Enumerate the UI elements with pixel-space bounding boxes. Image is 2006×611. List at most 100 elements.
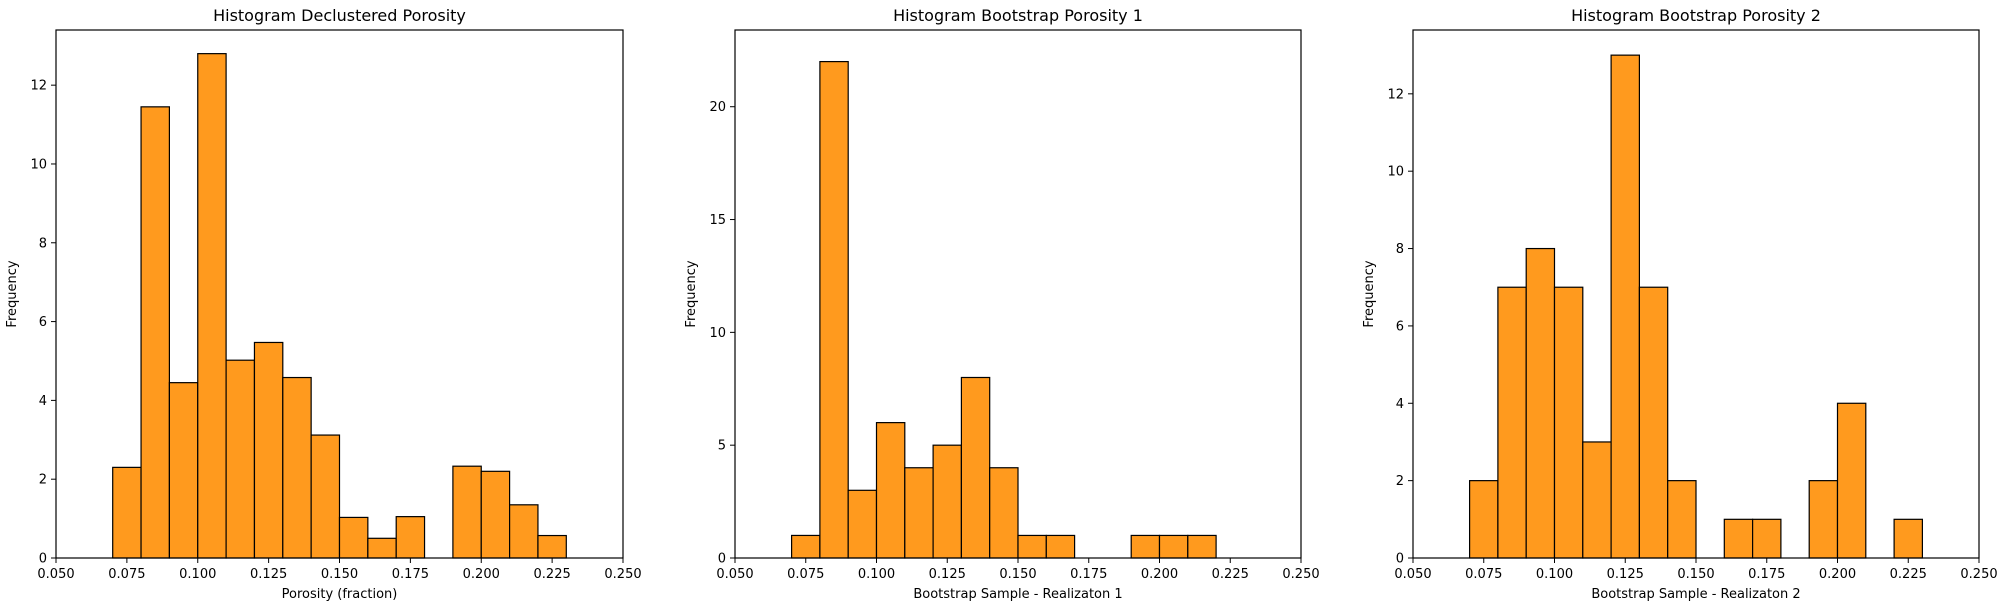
x-tick-label: 0.075	[108, 567, 145, 582]
histogram-bar	[1553, 286, 1584, 559]
histogram-bar	[1610, 54, 1640, 559]
histogram-bar	[1638, 286, 1669, 559]
y-tick-label: 0	[718, 552, 726, 567]
x-tick-label: 0.050	[1394, 567, 1431, 582]
histogram-bar	[819, 60, 849, 559]
histogram-bar	[282, 376, 312, 559]
chart-title: Histogram Bootstrap Porosity 1	[893, 6, 1143, 25]
histogram-bar	[790, 534, 821, 559]
chart-panel-bootstrap-porosity-1: 0.050 0.075 0.100 0.125 0.150 0.175 0.200 0.225…	[684, 6, 1320, 602]
x-tick-label: 0.175	[1070, 567, 1107, 582]
histogram-bar	[1525, 247, 1556, 559]
y-tick-label: 6	[39, 315, 47, 330]
y-tick-label: 10	[30, 157, 47, 172]
y-tick-label: 12	[1387, 87, 1404, 102]
y-tick-label: 20	[709, 100, 726, 115]
histogram-bar	[1130, 534, 1161, 559]
y-tick-label: 12	[30, 79, 47, 94]
histogram-bar	[197, 53, 227, 559]
histogram-bar	[1808, 480, 1839, 559]
y-axis-label: Frequency	[5, 260, 20, 327]
histogram-bar	[1468, 480, 1499, 559]
histogram-bar	[1497, 286, 1527, 559]
y-tick-label: 2	[39, 473, 47, 488]
x-tick-label: 0.225	[534, 567, 571, 582]
y-axis-label: Frequency	[1362, 260, 1377, 327]
histogram-bar	[452, 465, 482, 559]
histogram-bar	[932, 444, 962, 559]
histogram-bar	[875, 422, 906, 559]
chart-title: Histogram Declustered Porosity	[213, 6, 466, 25]
y-tick-label: 8	[39, 236, 47, 251]
y-tick-label: 5	[718, 439, 726, 454]
x-tick-label: 0.050	[37, 567, 74, 582]
x-axis-label: Porosity (fraction)	[282, 587, 398, 602]
y-axis-label: Frequency	[684, 260, 699, 327]
y-tick-label: 0	[39, 552, 47, 567]
histogram-bar	[112, 466, 142, 559]
x-tick-label: 0.150	[999, 567, 1036, 582]
x-tick-label: 0.200	[463, 567, 500, 582]
histogram-bar	[1723, 518, 1754, 559]
x-tick-label: 0.050	[716, 567, 753, 582]
y-tick-label: 2	[1396, 474, 1404, 489]
x-tick-label: 0.200	[1141, 567, 1178, 582]
y-tick-label: 4	[39, 394, 47, 409]
histogram-bar	[989, 467, 1019, 559]
y-tick-label: 15	[709, 213, 726, 228]
histogram-bar	[1017, 534, 1047, 559]
x-tick-label: 0.225	[1212, 567, 1249, 582]
histogram-bar	[168, 382, 199, 559]
x-tick-label: 0.200	[1819, 567, 1856, 582]
histogram-bar	[1582, 441, 1612, 559]
histogram-bar	[140, 106, 171, 559]
histogram-bar	[1045, 534, 1076, 559]
x-tick-label: 0.250	[604, 567, 641, 582]
x-tick-label: 0.225	[1890, 567, 1927, 582]
y-tick-label: 8	[1396, 242, 1404, 257]
histogram-bar	[480, 470, 511, 559]
y-tick-label: 10	[709, 326, 726, 341]
x-tick-label: 0.125	[929, 567, 966, 582]
chart-title: Histogram Bootstrap Porosity 2	[1571, 6, 1821, 25]
histogram-bar	[1187, 534, 1217, 559]
x-axis-label: Bootstrap Sample - Realizaton 1	[913, 587, 1122, 602]
histogram-bar	[367, 537, 397, 559]
y-tick-label: 0	[1396, 552, 1404, 567]
histogram-bar	[225, 359, 256, 559]
histogram-bar	[1836, 402, 1867, 559]
histogram-bar	[1158, 534, 1189, 559]
histogram-bar	[1667, 480, 1697, 559]
histogram-bar	[904, 467, 934, 559]
x-tick-label: 0.125	[250, 567, 287, 582]
histogram-bar	[338, 516, 369, 559]
x-tick-label: 0.150	[321, 567, 358, 582]
y-tick-label: 4	[1396, 397, 1404, 412]
histogram-bar	[847, 489, 878, 559]
y-tick-label: 10	[1387, 165, 1404, 180]
chart-panel-bootstrap-porosity-2: 0.050 0.075 0.100 0.125 0.150 0.175 0.200 0.225…	[1362, 6, 1998, 602]
x-tick-label: 0.100	[179, 567, 216, 582]
chart-panel-declustered-porosity: 0.050 0.075 0.100 0.125 0.150 0.175 0.200 0.225…	[5, 6, 642, 602]
x-tick-label: 0.250	[1282, 567, 1319, 582]
x-tick-label: 0.125	[1607, 567, 1644, 582]
x-tick-label: 0.175	[392, 567, 429, 582]
histogram-bar	[1893, 518, 1923, 559]
x-tick-label: 0.100	[858, 567, 895, 582]
x-tick-label: 0.075	[787, 567, 824, 582]
x-tick-label: 0.250	[1960, 567, 1997, 582]
histogram-bar	[537, 534, 567, 559]
x-axis-label: Bootstrap Sample - Realizaton 2	[1591, 587, 1800, 602]
histogram-bar	[253, 341, 284, 559]
x-tick-label: 0.100	[1536, 567, 1573, 582]
x-tick-label: 0.075	[1465, 567, 1502, 582]
x-tick-label: 0.150	[1677, 567, 1714, 582]
histogram-bar	[1751, 518, 1782, 559]
histogram-bar	[395, 516, 426, 559]
histogram-bar	[310, 434, 341, 559]
histogram-bar	[509, 504, 539, 559]
histogram-bar	[960, 376, 991, 559]
x-tick-label: 0.175	[1748, 567, 1785, 582]
y-tick-label: 6	[1396, 319, 1404, 334]
